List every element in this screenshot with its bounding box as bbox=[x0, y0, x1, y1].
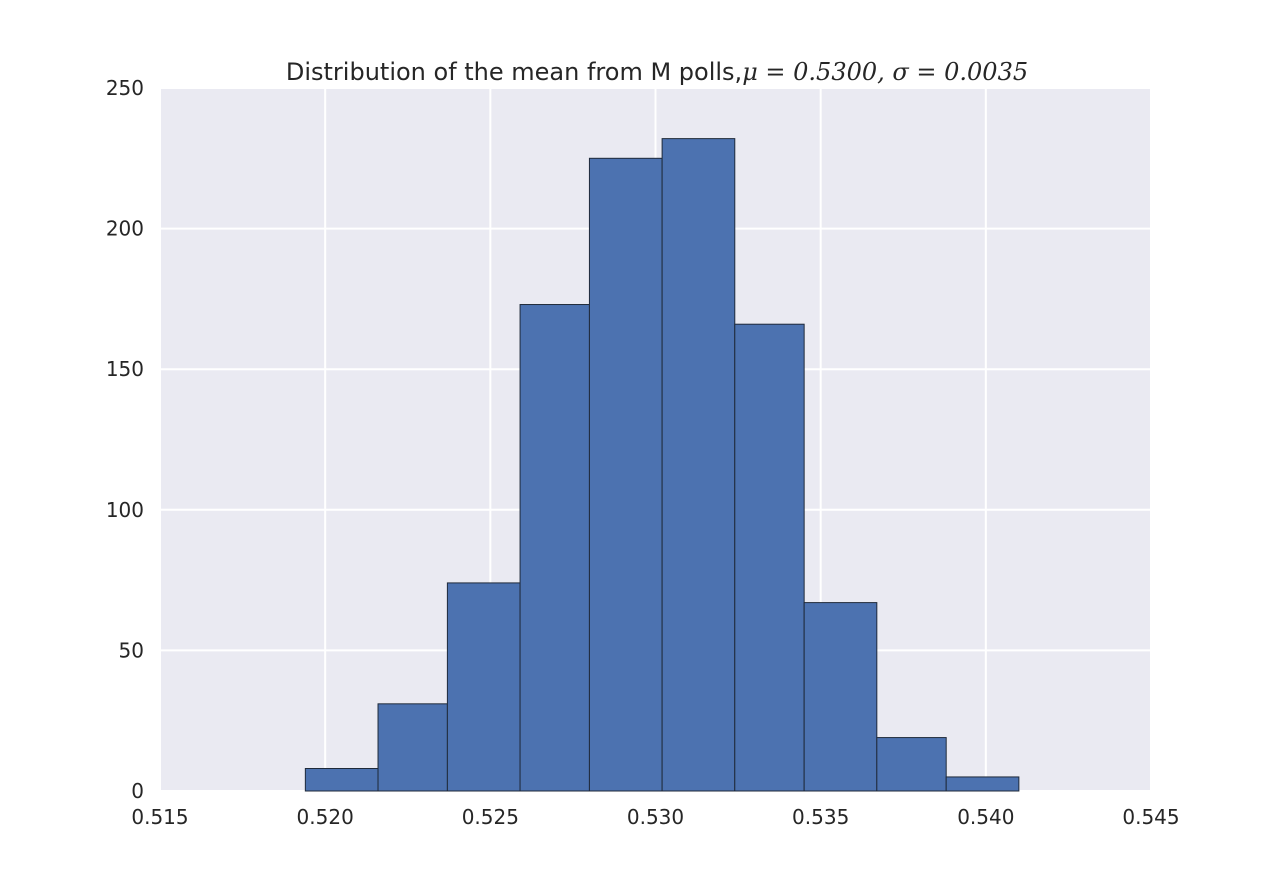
histogram-bar bbox=[377, 703, 448, 792]
x-tick-label: 0.545 bbox=[1122, 805, 1179, 829]
histogram-bar bbox=[876, 737, 947, 792]
chart-title-stats: μ = 0.5300, σ = 0.0035 bbox=[742, 58, 1028, 86]
x-tick-label: 0.540 bbox=[957, 805, 1014, 829]
histogram-bar bbox=[945, 776, 1020, 792]
y-tick-label: 0 bbox=[131, 779, 144, 803]
x-tick-label: 0.530 bbox=[627, 805, 684, 829]
histogram-bar bbox=[446, 582, 521, 792]
y-tick-label: 100 bbox=[106, 498, 144, 522]
x-tick-label: 0.525 bbox=[462, 805, 519, 829]
y-tick-label: 200 bbox=[106, 217, 144, 241]
y-axis-ticks: 0 50 100 150 200 250 bbox=[106, 76, 144, 803]
histogram-bar bbox=[588, 157, 663, 792]
chart-title: Distribution of the mean from M polls,μ … bbox=[286, 58, 1028, 86]
histogram-bar bbox=[304, 768, 379, 792]
histogram-bars bbox=[304, 138, 1020, 792]
chart-title-text: Distribution of the mean from M polls, bbox=[286, 58, 742, 86]
x-tick-label: 0.520 bbox=[297, 805, 354, 829]
y-tick-label: 150 bbox=[106, 357, 144, 381]
x-tick-label: 0.535 bbox=[792, 805, 849, 829]
histogram-bar bbox=[661, 138, 736, 792]
histogram-bar bbox=[734, 323, 805, 792]
x-tick-label: 0.515 bbox=[131, 805, 188, 829]
y-tick-label: 50 bbox=[119, 638, 144, 662]
x-axis-ticks: 0.515 0.520 0.525 0.530 0.535 0.540 0.545 bbox=[131, 805, 1179, 829]
y-tick-label: 250 bbox=[106, 76, 144, 100]
histogram-bar bbox=[519, 304, 590, 792]
histogram-bar bbox=[803, 602, 878, 792]
